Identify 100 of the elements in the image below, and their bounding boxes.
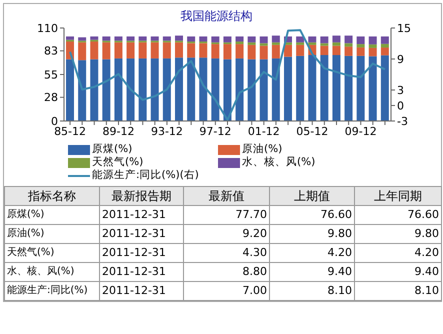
bar — [296, 56, 304, 121]
bar — [211, 58, 220, 121]
legend-label: 天然气(%) — [92, 156, 144, 169]
category-label: 天然气(%) — [4, 244, 100, 262]
text: 2011-12-31 — [100, 206, 184, 224]
bar — [260, 46, 268, 60]
data-label: 8.10 — [354, 282, 442, 300]
y2-tick-label: 9 — [397, 52, 404, 66]
bar — [114, 36, 122, 41]
bar — [320, 36, 328, 44]
bar — [90, 59, 98, 121]
bar — [187, 58, 196, 121]
data-label: 9.80 — [354, 224, 442, 244]
data-label: 4.20 — [270, 244, 354, 262]
bar — [380, 55, 389, 121]
bar — [368, 44, 377, 48]
bar — [114, 42, 122, 58]
bar — [162, 42, 171, 58]
text: 2011-12-31 — [100, 224, 184, 244]
data-label: 9.40 — [354, 262, 442, 282]
bar — [162, 36, 171, 41]
bar — [138, 36, 147, 41]
bar — [248, 44, 256, 60]
bar — [380, 48, 389, 56]
x-tick-label: 97-12 — [199, 124, 232, 138]
text: 最新值 — [184, 186, 270, 206]
bar — [66, 59, 74, 121]
bar — [260, 43, 268, 46]
data-label: 4.20 — [354, 244, 442, 262]
bar — [199, 58, 208, 121]
data-label: 76.60 — [270, 206, 354, 224]
bar — [138, 42, 147, 58]
bar — [320, 55, 328, 121]
legend-label: 原油(%) — [242, 143, 282, 156]
bar — [344, 36, 353, 44]
bar — [380, 44, 389, 48]
text: 2011-12-31 — [100, 244, 184, 262]
bar — [332, 36, 340, 42]
y2-tick-label: 3 — [397, 84, 404, 97]
bar — [150, 58, 159, 121]
bar — [296, 44, 304, 56]
bar — [236, 36, 244, 42]
bar — [284, 44, 292, 57]
bar — [175, 58, 183, 121]
bar — [368, 56, 377, 121]
bar — [272, 36, 280, 42]
category-label: 原油(%) — [4, 224, 100, 244]
bar — [356, 44, 365, 48]
line-series — [69, 29, 386, 121]
bar — [308, 42, 316, 45]
bar — [126, 36, 135, 41]
bar — [380, 36, 389, 44]
bar — [368, 48, 377, 56]
bar — [272, 58, 280, 121]
bar — [332, 55, 340, 121]
bar — [284, 56, 292, 121]
x-tick-label: 89-12 — [102, 124, 134, 138]
bar — [356, 56, 365, 121]
data-label: 7.00 — [184, 282, 270, 300]
bar — [199, 36, 208, 42]
bar — [102, 59, 110, 121]
bar — [175, 42, 183, 58]
bar — [78, 42, 86, 60]
bar — [296, 36, 304, 42]
bar — [199, 43, 208, 58]
legend-label: 能源生产:同比(%)(右) — [92, 169, 199, 182]
text: 指标名称 — [4, 186, 100, 206]
legend-label: 水、核、风(%) — [242, 156, 316, 169]
bar — [126, 42, 135, 58]
bar — [175, 36, 183, 41]
text: 上期值 — [270, 186, 354, 206]
bar — [236, 58, 244, 121]
bar — [150, 36, 159, 41]
text: 上年同期 — [354, 186, 442, 206]
bar — [272, 44, 280, 58]
bar — [102, 36, 110, 41]
bar — [150, 42, 159, 58]
bar — [320, 46, 328, 56]
bar — [236, 42, 244, 44]
data-label: 76.60 — [354, 206, 442, 224]
bar — [344, 46, 353, 56]
bar — [248, 36, 256, 42]
bar — [126, 58, 135, 121]
data-label: 8.10 — [270, 282, 354, 300]
bar — [332, 42, 340, 46]
bar — [102, 42, 110, 60]
bar — [211, 36, 220, 42]
data-label: 4.30 — [184, 244, 270, 262]
bar — [223, 36, 232, 42]
x-tick-label: 09-12 — [344, 124, 377, 138]
data-label: 9.20 — [184, 224, 270, 244]
bar — [344, 43, 353, 47]
y-tick-label: 110 — [37, 22, 58, 35]
bar — [344, 56, 353, 121]
bar — [90, 36, 98, 40]
bar — [296, 42, 304, 45]
bar — [260, 36, 268, 44]
bar — [223, 44, 232, 60]
x-tick-label: 05-12 — [296, 124, 328, 138]
x-tick-label: 01-12 — [248, 124, 280, 138]
